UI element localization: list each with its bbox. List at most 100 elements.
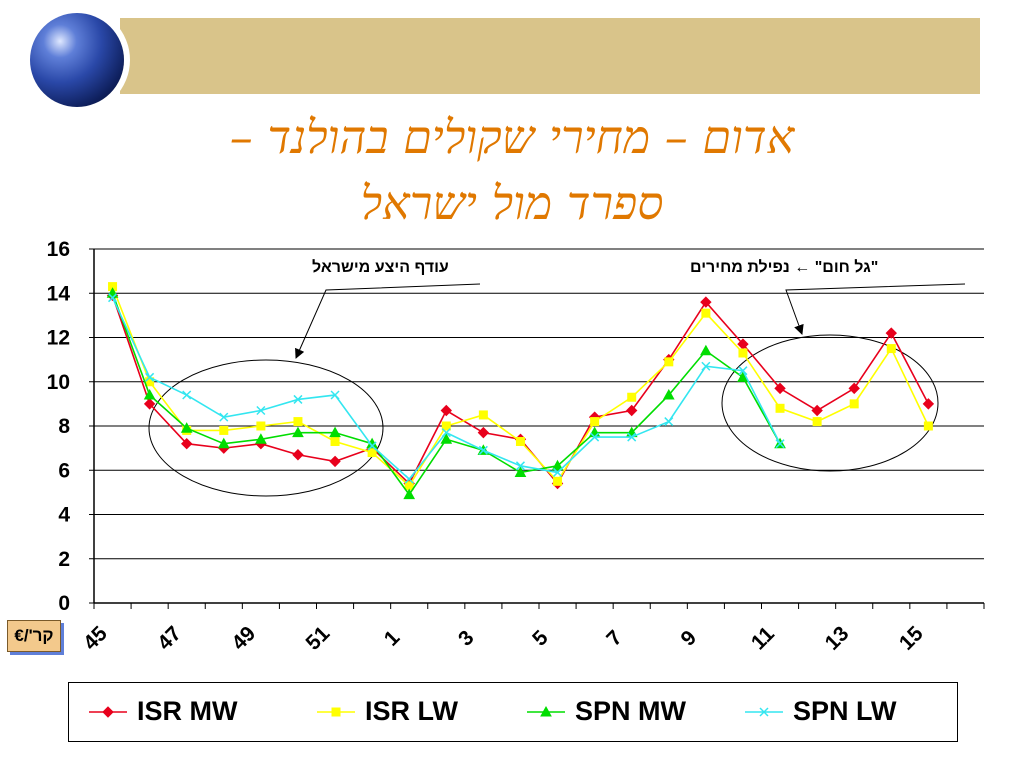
data-point xyxy=(219,412,229,422)
data-point xyxy=(219,425,229,435)
data-point xyxy=(292,426,304,438)
data-point xyxy=(256,405,266,416)
data-point xyxy=(143,398,156,410)
data-point xyxy=(551,459,564,471)
data-point xyxy=(143,388,156,400)
data-point xyxy=(441,428,451,438)
data-point xyxy=(700,344,712,356)
data-point xyxy=(775,403,785,413)
chart-legend: ISR MW ISR LW SPN MW SPN LW xyxy=(68,682,958,742)
x-tick-label: 11 xyxy=(747,622,779,654)
x-tick-label: 13 xyxy=(821,622,854,655)
header-banner xyxy=(120,18,980,94)
globe-icon xyxy=(30,13,124,107)
annotation-arrow-left xyxy=(295,283,481,359)
x-tick-label: 7 xyxy=(602,626,627,651)
legend-label: ISR MW xyxy=(137,696,238,726)
data-point xyxy=(478,445,488,455)
data-point xyxy=(329,455,341,468)
data-point xyxy=(292,449,304,461)
series-spn-lw xyxy=(108,293,785,484)
data-point xyxy=(885,327,897,339)
data-point xyxy=(330,390,340,400)
data-point xyxy=(404,474,414,484)
data-point xyxy=(515,436,525,446)
data-point xyxy=(700,296,712,308)
annotation-arrow-right xyxy=(785,283,966,335)
data-point xyxy=(515,461,525,471)
data-point xyxy=(553,467,563,477)
x-tick-label: 47 xyxy=(153,622,186,655)
legend-swatch-marker xyxy=(331,707,341,717)
series-line xyxy=(111,297,781,481)
data-point xyxy=(811,404,823,417)
data-point xyxy=(664,357,674,367)
y-tick-label: 10 xyxy=(47,371,70,394)
data-point xyxy=(293,394,303,404)
y-tick-label: 14 xyxy=(47,282,71,305)
data-point xyxy=(330,436,340,446)
slide-title-line2: ספרד מול ישראל xyxy=(360,176,664,230)
data-point xyxy=(738,366,748,376)
data-point xyxy=(367,448,377,458)
annotation-ellipse-right xyxy=(721,334,939,472)
y-tick-label: 4 xyxy=(58,504,70,527)
data-point xyxy=(626,404,638,417)
data-point xyxy=(440,433,453,444)
data-point xyxy=(922,398,935,410)
legend-label: ISR LW xyxy=(365,696,458,726)
data-point xyxy=(441,421,451,431)
data-point xyxy=(108,293,118,303)
y-tick-label: 0 xyxy=(58,592,70,615)
x-tick-label: 45 xyxy=(79,622,112,655)
x-tick-label: 1 xyxy=(380,626,405,651)
data-point xyxy=(478,410,488,420)
data-point xyxy=(553,476,563,486)
data-point xyxy=(256,421,266,431)
data-point xyxy=(590,417,600,427)
series-isr-lw xyxy=(108,282,933,491)
legend-swatch xyxy=(527,705,565,717)
data-point xyxy=(145,372,155,382)
data-point xyxy=(738,348,748,358)
legend-swatch-marker xyxy=(759,707,769,717)
legend-swatch-marker xyxy=(540,705,552,717)
data-point xyxy=(367,441,377,451)
y-tick-label: 2 xyxy=(58,548,70,571)
data-point xyxy=(849,399,859,409)
data-point xyxy=(664,417,674,427)
series-line xyxy=(111,292,781,496)
data-point xyxy=(627,392,637,402)
data-point xyxy=(590,432,600,442)
x-tick-label: 3 xyxy=(454,626,479,651)
annotation-israel-oversupply: עודף היצע מישראל xyxy=(312,259,449,276)
data-point xyxy=(514,466,527,477)
data-point xyxy=(181,437,193,450)
x-tick-label: 9 xyxy=(676,626,701,651)
data-point xyxy=(701,308,711,318)
data-point xyxy=(812,417,822,427)
data-point xyxy=(848,382,860,395)
data-point xyxy=(403,488,416,500)
slide-title-line1: אדום – מחירי שקולים בהולנד – xyxy=(229,110,795,164)
x-tick-label: 15 xyxy=(895,622,928,655)
data-point xyxy=(217,437,230,449)
data-point xyxy=(182,390,192,400)
data-point xyxy=(329,426,341,438)
data-point xyxy=(440,404,452,417)
x-tick-label: 49 xyxy=(227,622,260,655)
data-point xyxy=(477,426,490,439)
annotation-heat-wave: "גל חום" ← נפילת מחירים xyxy=(690,259,879,276)
y-tick-label: 6 xyxy=(58,459,70,482)
data-point xyxy=(627,432,637,442)
data-point xyxy=(775,439,785,449)
y-tick-label: 8 xyxy=(58,415,70,438)
legend-swatch xyxy=(745,707,783,717)
data-point xyxy=(662,388,675,400)
legend-swatch-marker xyxy=(102,706,114,718)
y-axis-unit-label: קר'/€ xyxy=(7,620,61,652)
legend-label: SPN MW xyxy=(575,696,686,726)
data-point xyxy=(886,344,896,354)
data-point xyxy=(701,361,711,371)
